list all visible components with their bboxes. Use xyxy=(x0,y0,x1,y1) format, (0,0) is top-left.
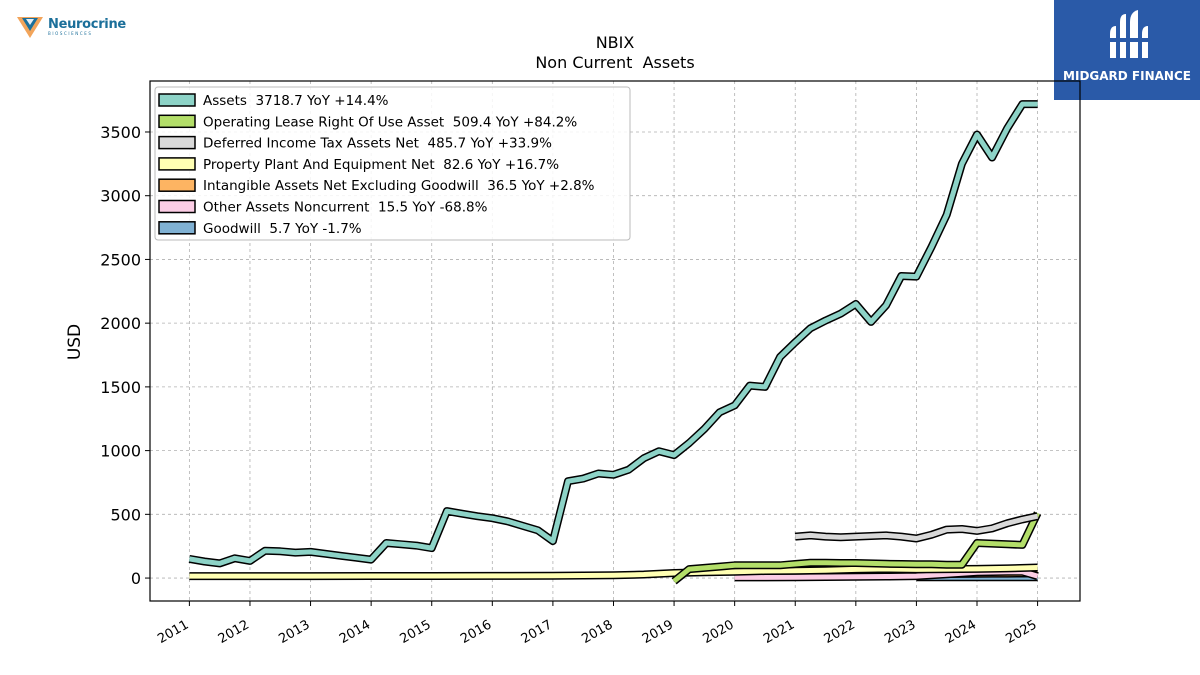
legend-swatch-assets xyxy=(158,93,196,107)
legend-label-intangible: Intangible Assets Net Excluding Goodwill… xyxy=(203,178,595,194)
series-deferred-tax-line xyxy=(795,513,1039,541)
legend-frame xyxy=(154,86,631,241)
chart-subtitle: Non Current Assets xyxy=(535,53,694,72)
series-ppe-line xyxy=(189,565,1038,579)
x-tick-label: 2017 xyxy=(519,617,555,647)
legend-label-assets: Assets 3718.7 YoY +14.4% xyxy=(203,93,389,109)
y-tick-label: 2000 xyxy=(100,314,141,333)
x-tick-label: 2015 xyxy=(398,617,434,647)
y-tick-label: 3500 xyxy=(100,123,141,142)
x-tick-label: 2014 xyxy=(337,617,373,647)
legend-label-deferred-tax: Deferred Income Tax Assets Net 485.7 YoY… xyxy=(203,136,552,152)
x-tick-label: 2018 xyxy=(579,617,615,647)
company-logo-text: Neurocrine xyxy=(48,16,126,32)
y-tick-label: 3000 xyxy=(100,187,141,206)
y-tick-label: 0 xyxy=(131,569,141,588)
legend-label-other-noncurrent: Other Assets Noncurrent 15.5 YoY -68.8% xyxy=(203,200,488,216)
series-operating-lease-line xyxy=(672,512,1040,584)
legend-swatch-other-noncurrent xyxy=(158,199,196,214)
legend-swatch-ppe xyxy=(158,157,196,171)
x-tick-label: 2024 xyxy=(943,617,979,647)
legend: Assets 3718.7 YoY +14.4% Operating Lease … xyxy=(154,86,631,241)
company-logo-wordmark: Neurocrine BIOSCIENCES xyxy=(48,16,126,36)
x-tick-label: 2022 xyxy=(822,617,858,647)
x-tick-label: 2023 xyxy=(882,617,918,647)
company-logo-icon xyxy=(17,17,43,38)
legend-swatch-intangible xyxy=(158,178,196,192)
x-tick-label: 2021 xyxy=(761,617,797,647)
x-tick-label: 2012 xyxy=(216,617,252,647)
legend-swatch-operating-lease xyxy=(158,114,196,129)
legend-swatch-deferred-tax xyxy=(158,135,196,150)
brand-logo: MIDGARD FINANCE xyxy=(1054,0,1200,100)
legend-label-ppe: Property Plant And Equipment Net 82.6 Yo… xyxy=(203,157,559,173)
company-logo-subtext: BIOSCIENCES xyxy=(48,30,93,36)
x-tick-label: 2011 xyxy=(155,617,191,647)
y-tick-label: 500 xyxy=(110,505,141,524)
legend-label-goodwill: Goodwill 5.7 YoY -1.7% xyxy=(203,221,362,237)
x-tick-label: 2016 xyxy=(458,617,494,647)
x-tick-label: 2020 xyxy=(700,617,736,647)
x-tick-label: 2019 xyxy=(640,617,676,647)
legend-swatch-goodwill xyxy=(158,221,196,235)
x-tick-label: 2013 xyxy=(276,617,312,647)
company-logo: Neurocrine BIOSCIENCES xyxy=(16,14,126,40)
y-axis-label: USD xyxy=(65,324,85,360)
x-tick-label: 2025 xyxy=(1003,617,1039,647)
legend-label-operating-lease: Operating Lease Right Of Use Asset 509.4… xyxy=(203,114,577,130)
brand-name: MIDGARD FINANCE xyxy=(1063,69,1191,83)
legend-items: Assets 3718.7 YoY +14.4% Operating Lease … xyxy=(158,93,595,237)
series-layer xyxy=(188,100,1042,585)
brand-logo-icon xyxy=(1110,10,1148,58)
y-tick-label: 1500 xyxy=(100,378,141,397)
y-tick-label: 2500 xyxy=(100,250,141,269)
chart-title: NBIX xyxy=(596,33,635,52)
plot-frame xyxy=(149,80,1081,602)
series-assets-line xyxy=(188,101,1038,566)
y-tick-label: 1000 xyxy=(100,442,141,461)
